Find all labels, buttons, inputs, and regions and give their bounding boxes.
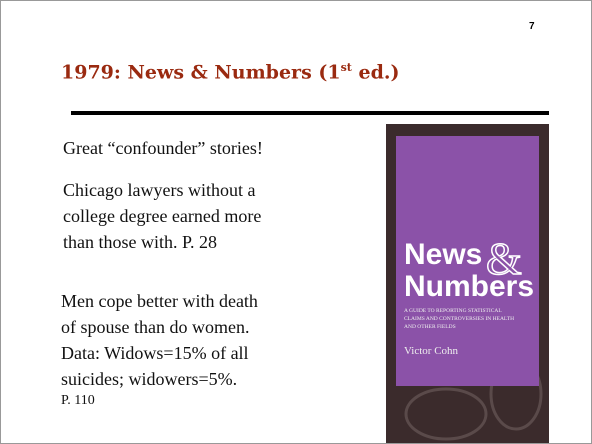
slide-title: 1979: News & Numbers (1st ed.) [61, 61, 399, 83]
book-subtitle-line: CLAIMS AND CONTROVERSIES IN HEALTH [404, 316, 514, 322]
book-subtitle-line: A GUIDE TO REPORTING STATISTICAL [404, 308, 502, 314]
page-number: 7 [529, 21, 535, 32]
paragraph-line: of spouse than do women. [61, 314, 249, 340]
paragraph-line: Data: Widows=15% of all [61, 340, 249, 366]
paragraph-line: suicides; widowers=5%. [61, 366, 237, 392]
title-text: 1979: News & Numbers (1 [61, 61, 341, 83]
slide: 7 1979: News & Numbers (1st ed.) Great “… [0, 0, 592, 444]
paragraph-line: Great “confounder” stories! [63, 135, 263, 161]
paragraph-line: Men cope better with death [61, 288, 258, 314]
paragraph-line: than those with. P. 28 [63, 229, 217, 255]
title-rule [71, 111, 549, 115]
book-author: Victor Cohn [404, 345, 459, 357]
book-cover: News & Numbers A GUIDE TO REPORTING STAT… [386, 124, 549, 444]
book-title-1: News [404, 238, 482, 271]
paragraph-line: Chicago lawyers without a [63, 177, 255, 203]
page-reference: P. 110 [61, 393, 95, 409]
paragraph-line: college degree earned more [63, 203, 261, 229]
book-subtitle-line: AND OTHER FIELDS [404, 324, 456, 330]
book-title-2: Numbers [404, 270, 534, 303]
title-text-end: ed.) [352, 61, 400, 83]
title-superscript: st [341, 61, 352, 74]
